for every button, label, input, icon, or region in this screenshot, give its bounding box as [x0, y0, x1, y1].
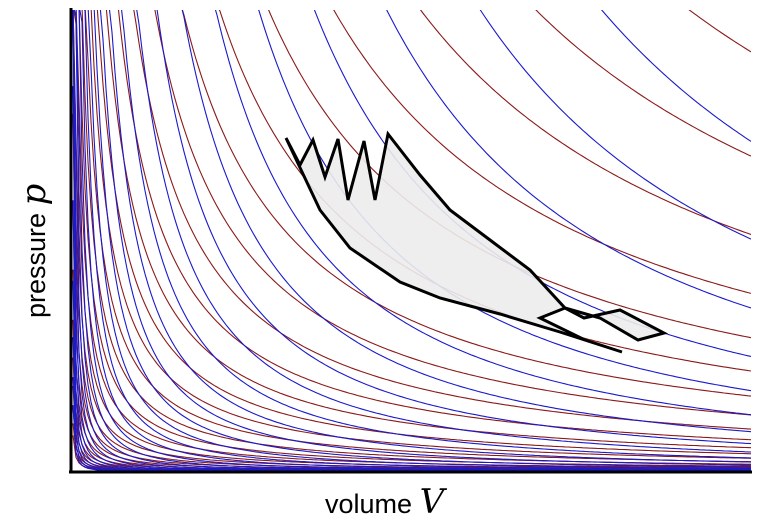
isotherm-curve	[96, 10, 751, 455]
adiabat-curve	[108, 10, 751, 463]
isotherm-curve	[333, 10, 751, 294]
isotherm-curve	[78, 10, 751, 467]
adiabat-curve	[87, 10, 751, 470]
adiabat-curve	[214, 10, 751, 416]
adiabat-curve	[479, 10, 751, 240]
isotherm-curve	[535, 10, 751, 157]
x-axis-label: volume V	[325, 482, 444, 522]
thermodynamic-cycle	[284, 130, 669, 354]
y-axis-label-text: pressure	[21, 212, 51, 318]
adiabat-curve	[72, 377, 751, 472]
adiabat-curve	[79, 10, 751, 471]
adiabat-curve	[601, 10, 751, 142]
isotherm-curve	[72, 319, 751, 472]
adiabat-curve	[386, 10, 751, 309]
adiabat-curve	[78, 10, 751, 472]
adiabat-curve	[136, 10, 751, 453]
isotherm-curve	[419, 10, 751, 236]
adiabat-curve	[121, 10, 751, 459]
isotherm-curve	[72, 385, 751, 472]
adiabat-curve	[84, 10, 751, 471]
isotherm-curve	[688, 10, 751, 53]
y-axis-symbol: p	[14, 183, 54, 206]
isotherm-curve	[90, 10, 751, 459]
isotherm-curve	[105, 10, 751, 449]
x-axis-symbol: V	[419, 482, 445, 522]
x-axis-label-text: volume	[325, 489, 413, 519]
isotherm-curve	[154, 10, 751, 416]
isotherm-curve	[181, 10, 751, 397]
isotherm-curve	[72, 407, 751, 472]
isotherm-curve	[117, 10, 751, 441]
y-axis-label: pressure p	[14, 184, 54, 318]
adiabat-curve	[93, 10, 751, 468]
adiabat-curve	[181, 10, 751, 433]
adiabat-curve	[156, 10, 751, 445]
adiabat-curve	[72, 405, 751, 472]
adiabat-curve	[99, 10, 751, 466]
